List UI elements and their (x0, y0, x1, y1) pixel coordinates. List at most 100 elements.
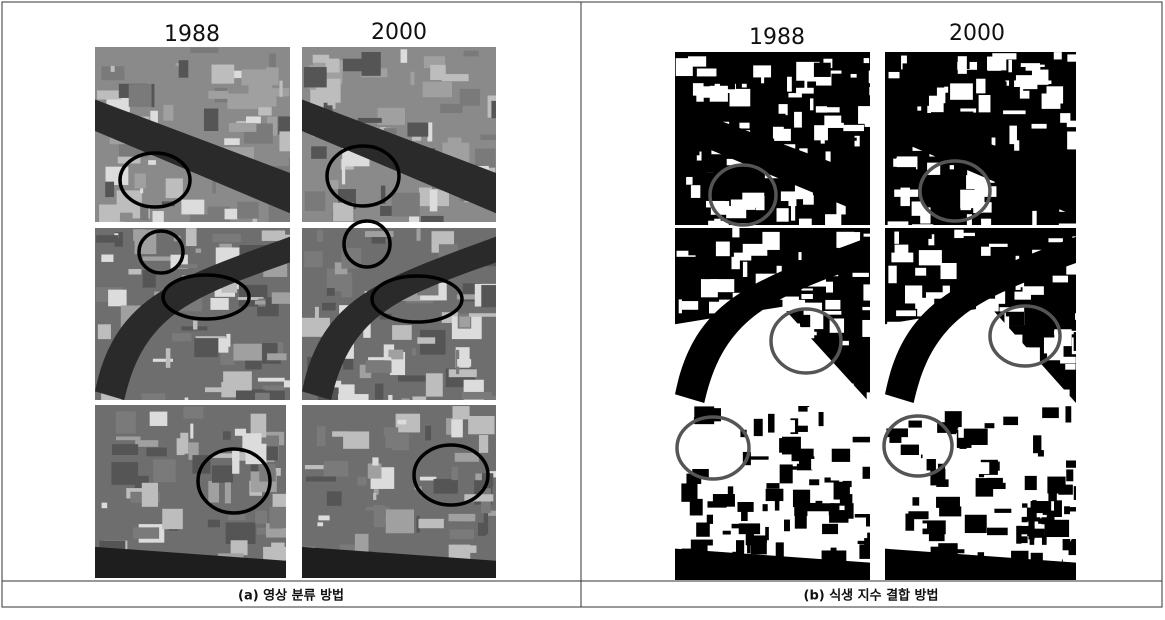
texture-patch (947, 520, 959, 533)
texture-patch (858, 541, 876, 544)
figure: 1988 2000 1988 2000 (a) 영상 분류 방법 (b) 식생 … (0, 0, 1165, 620)
texture-patch (179, 60, 189, 78)
texture-patch (468, 416, 494, 434)
texture-patch (204, 109, 218, 132)
texture-patch (847, 368, 860, 382)
texture-patch (948, 169, 963, 176)
texture-patch (798, 252, 801, 260)
texture-patch (430, 190, 438, 212)
texture-patch (176, 63, 179, 66)
texture-patch (682, 301, 698, 310)
texture-patch (992, 138, 996, 146)
texture-patch (475, 148, 495, 167)
texture-patch (384, 427, 399, 436)
texture-patch (728, 486, 733, 497)
texture-patch (255, 301, 266, 305)
texture-patch (779, 438, 795, 453)
texture-patch (919, 250, 942, 265)
texture-patch (1036, 140, 1059, 149)
texture-patch (829, 510, 848, 523)
texture-patch (825, 214, 841, 230)
texture-patch (936, 497, 960, 508)
texture-patch (111, 66, 115, 72)
texture-patch (241, 69, 267, 85)
texture-patch (950, 83, 973, 99)
texture-patch (762, 232, 779, 250)
year-label: 1988 (749, 25, 805, 50)
texture-patch (311, 146, 327, 159)
texture-patch (923, 441, 937, 459)
texture-patch (867, 392, 880, 407)
texture-patch (306, 477, 336, 482)
texture-patch (981, 247, 991, 256)
texture-patch (434, 479, 458, 494)
texture-patch (779, 104, 788, 115)
texture-patch (739, 523, 760, 534)
texture-patch (979, 414, 1002, 431)
texture-patch (225, 482, 231, 503)
texture-patch (750, 262, 770, 273)
texture-patch (460, 89, 480, 106)
texture-patch (208, 91, 228, 99)
texture-patch (742, 84, 747, 88)
texture-patch (715, 91, 722, 101)
texture-patch (686, 145, 700, 155)
texture-patch (347, 272, 351, 288)
texture-patch (1028, 521, 1034, 540)
texture-patch (491, 101, 518, 118)
texture-patch (190, 48, 218, 54)
texture-patch (679, 299, 682, 313)
texture-patch (950, 165, 954, 169)
texture-patch (676, 58, 693, 76)
texture-patch (915, 268, 926, 276)
texture-patch (411, 72, 415, 85)
texture-patch (832, 449, 850, 462)
texture-patch (794, 291, 818, 294)
texture-patch (791, 206, 795, 221)
texture-patch (273, 494, 295, 507)
texture-patch (304, 67, 327, 87)
texture-patch (111, 462, 138, 485)
texture-patch (855, 136, 860, 147)
texture-patch (825, 300, 840, 309)
texture-patch (183, 407, 203, 419)
texture-patch (804, 511, 829, 516)
texture-patch (965, 515, 987, 533)
texture-patch (343, 431, 369, 448)
texture-patch (326, 59, 340, 73)
texture-patch (931, 57, 945, 74)
texture-patch (440, 104, 462, 113)
texture-patch (421, 216, 444, 228)
texture-patch (194, 338, 218, 357)
texture-patch (223, 431, 231, 439)
texture-patch (464, 51, 479, 57)
texture-patch (751, 115, 761, 127)
texture-patch (146, 448, 166, 457)
texture-patch (708, 545, 721, 551)
texture-patch (112, 444, 138, 455)
texture-patch (225, 209, 238, 220)
texture-patch (425, 426, 431, 441)
texture-patch (797, 464, 813, 471)
satellite-image (302, 405, 509, 591)
texture-patch (864, 58, 869, 63)
texture-patch (787, 77, 792, 92)
texture-patch (1040, 54, 1047, 65)
texture-patch (743, 262, 747, 277)
texture-patch (1054, 500, 1062, 517)
texture-patch (318, 515, 329, 520)
texture-patch (711, 279, 735, 292)
texture-patch (231, 540, 248, 555)
texture-patch (850, 345, 870, 359)
texture-patch (693, 83, 704, 96)
texture-patch (903, 63, 927, 72)
texture-patch (731, 257, 739, 269)
texture-patch (843, 481, 852, 487)
texture-patch (723, 531, 731, 535)
texture-patch (939, 506, 961, 516)
texture-patch (963, 233, 975, 236)
texture-patch (190, 215, 221, 228)
texture-patch (110, 221, 124, 227)
texture-patch (737, 502, 753, 512)
texture-patch (1032, 124, 1047, 129)
